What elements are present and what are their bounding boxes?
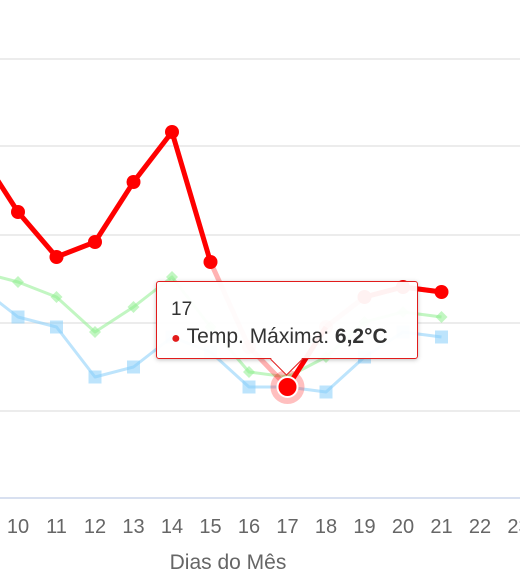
data-point[interactable] — [89, 326, 101, 338]
tooltip-header: 17 — [171, 299, 193, 320]
data-point[interactable] — [243, 366, 255, 378]
x-tick-label: 16 — [238, 516, 260, 538]
x-tick-label: 19 — [353, 516, 375, 538]
x-tick-label: 15 — [199, 516, 221, 538]
data-point[interactable] — [319, 385, 333, 399]
x-tick-label: 13 — [122, 516, 144, 538]
tooltip: 17 ● Temp. Máxima: 6,2°C — [156, 281, 418, 376]
data-point[interactable] — [203, 255, 218, 269]
data-point[interactable] — [50, 320, 63, 334]
data-point[interactable] — [435, 330, 448, 344]
data-point[interactable] — [127, 301, 140, 313]
tooltip-row: ● Temp. Máxima: 6,2°C — [171, 325, 388, 349]
x-tick-label: 18 — [315, 516, 337, 538]
data-point[interactable] — [50, 291, 63, 303]
data-point[interactable] — [166, 271, 178, 283]
data-point[interactable] — [165, 125, 179, 139]
data-point[interactable] — [88, 235, 102, 249]
data-point[interactable] — [435, 311, 448, 323]
data-point[interactable] — [11, 205, 25, 219]
data-point[interactable] — [49, 250, 64, 264]
data-point[interactable] — [88, 370, 102, 384]
x-tick-label: 17 — [276, 516, 298, 538]
x-tick-label: 14 — [161, 516, 183, 538]
x-tick-label: 23 — [507, 516, 520, 538]
series-line — [0, 129, 213, 265]
x-tick-label: 11 — [46, 516, 67, 538]
tooltip-value: 6,2°C — [334, 325, 388, 348]
x-axis-title: Dias do Mês — [170, 551, 287, 574]
gridlines — [0, 58, 520, 499]
x-tick-label: 22 — [469, 516, 491, 538]
data-point[interactable] — [11, 310, 25, 324]
data-point-hovered[interactable] — [276, 376, 299, 398]
x-tick-label: 10 — [7, 516, 29, 538]
data-point[interactable] — [242, 380, 256, 394]
data-point[interactable] — [126, 175, 141, 189]
x-tick-label: 21 — [430, 516, 452, 538]
series-temp-maxima — [0, 125, 449, 404]
series-group — [0, 125, 449, 404]
x-tick-label: 20 — [392, 516, 414, 538]
data-point[interactable] — [434, 285, 449, 299]
data-point[interactable] — [12, 276, 24, 288]
x-axis-ticks: 10 11 12 13 14 15 16 17 18 19 20 21 22 23 — [7, 516, 520, 538]
tooltip-series-marker-icon: ● — [171, 330, 181, 347]
x-tick-label: 12 — [84, 516, 106, 538]
tooltip-series-label: Temp. Máxima: — [186, 325, 330, 348]
data-point[interactable] — [127, 360, 140, 374]
